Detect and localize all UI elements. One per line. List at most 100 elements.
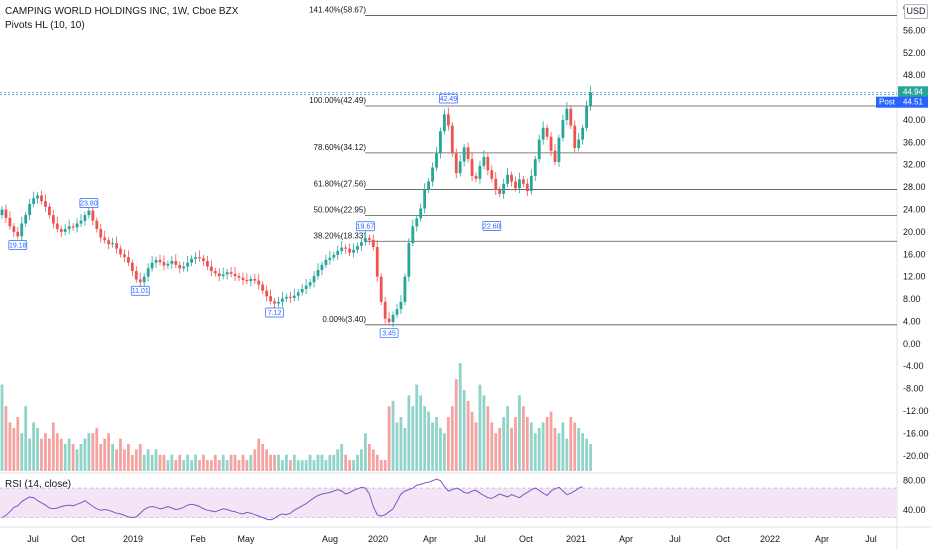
x-tick-label: 2020 [368, 534, 388, 544]
volume-bar [458, 363, 462, 471]
volume-bar [186, 454, 190, 471]
volume-bar [123, 449, 126, 471]
volume-bar [162, 454, 166, 471]
y-tick-label: 40.00 [903, 115, 926, 125]
candle-body [217, 273, 221, 277]
candle-body [427, 181, 430, 190]
candle-body [478, 165, 482, 179]
volume-bar [324, 460, 328, 471]
volume-bar [446, 417, 450, 471]
x-tick-label: 2019 [123, 534, 143, 544]
candle-body [510, 174, 513, 182]
candle-body [585, 105, 588, 128]
volume-bar [225, 460, 229, 471]
volume-bar [545, 417, 549, 471]
volume-bar [285, 454, 288, 471]
volume-bar [589, 444, 592, 471]
volume-bar [261, 444, 265, 471]
volume-bar [470, 411, 474, 471]
volume-bar [387, 406, 391, 471]
pivot-marker [482, 220, 502, 231]
pivot-label: 42.49 [440, 96, 458, 103]
rsi-label[interactable]: RSI (14, close) [5, 479, 72, 490]
volume-bar [498, 427, 502, 471]
y-tick-label: -12.00 [903, 406, 929, 416]
volume-bar [565, 438, 569, 471]
candle-body [573, 125, 577, 148]
candle-body [99, 229, 103, 238]
volume-bar [304, 460, 308, 471]
fib-level-label: 100.00%(42.49) [309, 96, 366, 105]
candle-body [300, 288, 304, 293]
candle-body [20, 223, 24, 237]
candle-body [443, 114, 446, 132]
volume-bar [281, 460, 284, 471]
candle-body [356, 245, 359, 250]
x-tick-label: Oct [519, 534, 534, 544]
currency-badge[interactable]: USD [904, 4, 928, 19]
volume-bar [312, 460, 316, 471]
candle-body [308, 282, 312, 286]
volume-bar [371, 449, 375, 471]
candle-body [332, 254, 336, 258]
candle-body [490, 170, 494, 179]
volume-bar [63, 444, 67, 471]
rsi-band [0, 488, 897, 518]
y-tick-label: 28.00 [903, 182, 926, 192]
volume-bar [478, 384, 482, 471]
volume-bar [344, 454, 348, 471]
candle-body [4, 209, 8, 218]
volume-bar [4, 406, 8, 471]
candle-body [375, 247, 379, 277]
volume-bar [557, 433, 561, 471]
pivot-marker [439, 93, 458, 104]
volume-bar [549, 411, 553, 471]
fib-level-label: 50.00%(22.95) [314, 205, 367, 214]
candle-body [209, 266, 213, 272]
volume-bar [502, 417, 506, 471]
rsi-tick-label: 40.00 [903, 505, 926, 515]
candle-body [446, 114, 450, 126]
candle-body [506, 174, 509, 184]
candle-body [265, 290, 269, 297]
volume-bar [541, 422, 545, 471]
volume-bar [356, 454, 359, 471]
candle-body [241, 277, 245, 281]
pivot-marker [79, 198, 99, 208]
rsi-line [1, 478, 583, 521]
volume-bar [198, 460, 201, 471]
candle-body [518, 179, 521, 189]
volume-bar [360, 449, 363, 471]
volume-bar [59, 438, 63, 471]
candle-body [91, 210, 95, 221]
volume-bar [407, 395, 411, 471]
volume-bar [537, 427, 541, 471]
candle-body [541, 127, 545, 140]
candle-body [249, 278, 253, 282]
volume-bar [44, 433, 47, 471]
x-tick-label: Jul [474, 534, 486, 544]
symbol-title[interactable]: CAMPING WORLD HOLDINGS INC, 1W, Cboe BZX [5, 6, 239, 17]
volume-bar [107, 433, 111, 471]
candle-body [162, 262, 166, 266]
candle-body [470, 159, 474, 176]
indicator-label[interactable]: Pivots HL (10, 10) [5, 20, 85, 31]
volume-bar [83, 438, 87, 471]
volume-bar [71, 444, 75, 471]
pivot-label: 19.18 [9, 242, 27, 249]
volume-bar [146, 449, 150, 471]
x-tick-label: Jul [27, 534, 39, 544]
volume-bar [209, 460, 213, 471]
candle-body [166, 263, 170, 266]
candle-body [138, 279, 142, 283]
candle-body [411, 226, 415, 244]
candle-body [288, 296, 292, 298]
last-price-value: 44.94 [903, 87, 924, 96]
volume-bar [158, 454, 162, 471]
volume-bar [577, 427, 581, 471]
volume-bar [379, 460, 383, 471]
candle-body [367, 238, 371, 240]
candle-body [44, 201, 47, 207]
candle-body [525, 183, 529, 192]
